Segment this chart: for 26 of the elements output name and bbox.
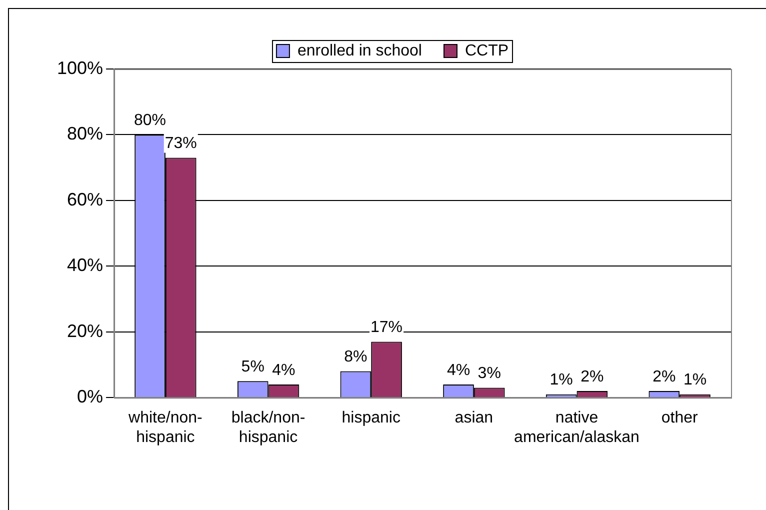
y-tick-label: 20% [67,320,104,341]
data-label: 1% [550,372,573,389]
x-tick-label: black/non-hispanic [231,410,306,446]
x-tick-label: native american/alaskan [514,410,640,446]
y-tick-label: 40% [67,255,104,276]
legend-label: CCTP [464,42,509,60]
data-label: 5% [241,358,264,376]
y-tick-label: 80% [67,124,104,144]
y-tick-label: 60% [67,189,104,210]
x-tick-label: other [661,410,698,427]
data-label: 17% [370,319,403,336]
data-label: 2% [652,368,676,386]
data-label: 4% [272,362,296,379]
data-label: 4% [446,362,470,379]
x-tick-label: white/non-hispanic [128,410,202,446]
x-tick-label: asian [454,410,494,427]
data-label: 80% [134,112,166,130]
data-label: 3% [478,365,501,382]
data-label: 2% [580,368,604,386]
y-tick-label: 100% [56,58,104,78]
x-tick-label: hispanic [342,410,400,427]
data-label: 8% [344,348,368,366]
y-tick-label: 0% [77,386,104,407]
data-label: 1% [683,372,707,389]
legend-label: enrolled in school [297,42,422,60]
data-label: 73% [164,135,197,152]
